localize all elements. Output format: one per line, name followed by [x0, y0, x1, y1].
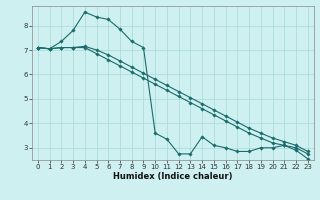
X-axis label: Humidex (Indice chaleur): Humidex (Indice chaleur)	[113, 172, 233, 181]
